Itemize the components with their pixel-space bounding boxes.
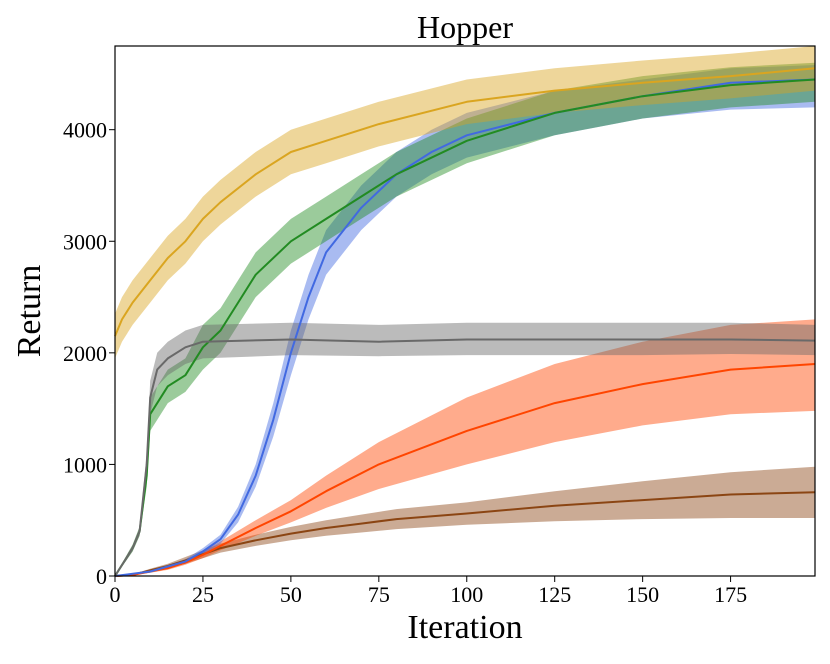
series-5-line [114,338,816,577]
x-tick-label: 125 [538,582,571,607]
x-tick-label: 50 [280,582,302,607]
y-tick-label: 3000 [63,229,107,254]
x-axis-ticks: 0 25 50 75 100 125 150 175 [110,576,747,607]
x-axis-title: Iteration [407,609,522,646]
y-axis-title: Return [11,265,48,358]
y-tick-label: 4000 [63,118,107,143]
x-tick-label: 175 [714,582,747,607]
y-tick-label: 0 [96,564,107,589]
series-6-line [114,67,816,337]
series-6-band [115,46,815,359]
x-tick-label: 100 [450,582,483,607]
y-axis-ticks: 0 1000 2000 3000 4000 [63,118,115,589]
series-lines [114,67,816,577]
series-1-band [115,466,815,576]
plot-frame [114,45,816,577]
x-tick-label: 150 [626,582,659,607]
x-tick-label: 25 [192,582,214,607]
y-tick-label: 2000 [63,341,107,366]
y-tick-label: 1000 [63,452,107,477]
x-tick-label: 0 [110,582,121,607]
chart-title: Hopper [417,9,513,45]
x-tick-label: 75 [368,582,390,607]
